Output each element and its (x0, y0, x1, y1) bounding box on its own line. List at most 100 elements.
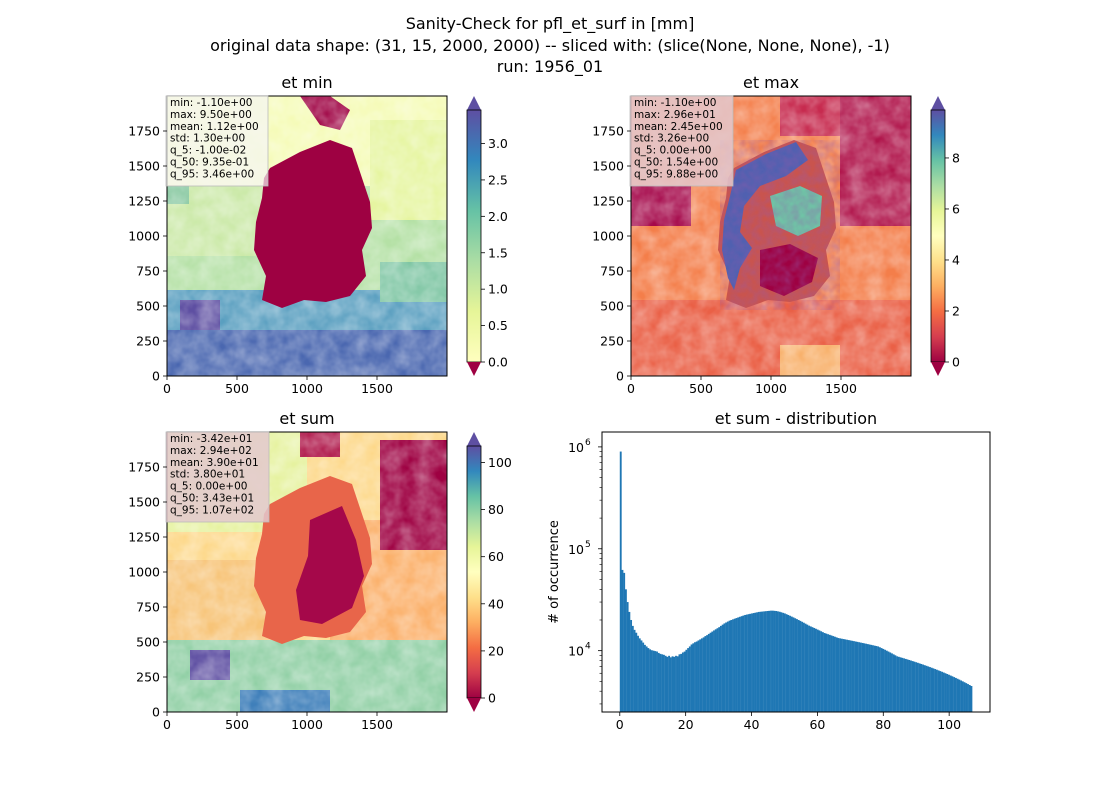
histogram-bar (673, 656, 676, 712)
stats-line: mean: 3.90e+01 (170, 457, 259, 469)
histogram-bar (723, 623, 726, 712)
histogram-bar (894, 655, 897, 712)
histogram-bar (840, 638, 843, 712)
histogram-bar (732, 619, 734, 712)
heatmap-et-max: et max min: -1.10e+00 max: 2.96e+01 mean: … (592, 73, 960, 396)
histogram-bar (967, 684, 969, 712)
histogram-bar (692, 643, 695, 712)
histogram-bar (766, 611, 769, 712)
stats-line: max: 9.50e+00 (170, 109, 252, 121)
y-axis-et-sum: 0 250 500 750 1000 1250 1500 1750 (128, 460, 167, 720)
histogram-bar (624, 589, 627, 712)
histogram-bar (866, 644, 869, 712)
histogram-bar (656, 651, 658, 712)
histogram-bar (951, 676, 954, 712)
histogram-bar (844, 639, 847, 712)
histogram-bar (830, 635, 833, 712)
histogram-bars (619, 451, 973, 712)
histogram-bar (854, 641, 857, 712)
x-tick-label: 0 (163, 381, 171, 396)
histogram-bar (915, 662, 918, 712)
histogram-bar (635, 632, 638, 712)
stats-line: std: 1.30e+00 (170, 133, 245, 145)
histogram-bar (694, 642, 696, 712)
histogram-bar (764, 611, 767, 712)
x-tick-label: 40 (744, 717, 760, 732)
histogram-bar (619, 451, 622, 712)
histogram-bar (747, 614, 750, 712)
x-axis-distribution: 0 20 40 60 80 100 (616, 712, 961, 732)
histogram-bar (643, 644, 646, 712)
histogram-bar (668, 655, 671, 712)
panel-title-et-sum: et sum (279, 409, 334, 428)
colorbar-et-max: 0 2 4 6 8 (930, 96, 960, 376)
heatmap-et-sum: et sum min: -3.42e+01 max: 2.94e+02 mean: … (128, 409, 512, 732)
histogram-bar (946, 674, 949, 712)
stats-line: min: -1.10e+00 (634, 97, 716, 109)
histogram-bar (623, 572, 626, 712)
histogram-bar (662, 654, 665, 712)
histogram-bar (704, 636, 707, 712)
histogram-bar (825, 633, 828, 712)
histogram-bar (821, 632, 824, 712)
histogram-bar (920, 663, 923, 712)
x-tick-label: 1000 (291, 717, 323, 732)
figure-title-line-2: original data shape: (31, 15, 2000, 2000… (210, 36, 890, 55)
histogram-bar (930, 667, 933, 712)
histogram-bar (792, 617, 795, 712)
x-tick-label: 0 (163, 717, 171, 732)
colorbar-tick-label: 2 (952, 303, 960, 318)
histogram-bar (903, 658, 905, 712)
histogram-bar (868, 644, 871, 712)
histogram-bar (631, 625, 634, 712)
histogram-bar (944, 673, 947, 712)
histogram-bar (911, 661, 914, 712)
histogram-bar (842, 639, 845, 712)
histogram-bar (706, 635, 709, 712)
histogram-bar (699, 639, 702, 712)
histogram-bar (763, 611, 766, 712)
histogram-bar (649, 649, 652, 712)
histogram-bar (885, 650, 888, 712)
histogram-bar (695, 641, 698, 712)
colorbar-tick-label: 8 (952, 150, 960, 165)
x-tick-label: 0 (627, 381, 635, 396)
histogram-bar (802, 622, 805, 712)
histogram-bar (697, 640, 700, 712)
y-tick-label: 0 (152, 369, 160, 384)
x-tick-label: 0 (616, 717, 624, 732)
histogram-bar (880, 648, 883, 712)
stats-line: mean: 1.12e+00 (170, 121, 259, 133)
histogram-bar (937, 670, 940, 712)
histogram-bar (934, 669, 937, 712)
histogram-bar (949, 675, 952, 712)
histogram-bar (709, 632, 712, 712)
histogram-bar (870, 644, 873, 712)
histogram-bar (778, 611, 781, 712)
panel-title-et-max: et max (743, 73, 799, 92)
stats-line: min: -1.10e+00 (170, 97, 252, 109)
axes-frame-distribution (601, 431, 991, 713)
histogram-bar (783, 613, 786, 712)
histogram-bar (913, 661, 916, 712)
y-tick-label: 1750 (128, 124, 160, 139)
histogram-bar (773, 610, 776, 712)
histogram-bar (652, 650, 655, 712)
histogram-bar (738, 616, 741, 712)
stats-line: min: -3.42e+01 (170, 433, 252, 445)
histogram-bar (901, 657, 904, 712)
histogram-bar (853, 641, 855, 712)
histogram-bar (719, 625, 722, 712)
histogram-bar (808, 625, 810, 712)
histogram-bar (801, 621, 804, 712)
histogram-bar (877, 646, 880, 712)
colorbar-tick-label: 6 (952, 201, 960, 216)
histogram-bar (875, 646, 878, 712)
histogram-bar (702, 637, 705, 712)
histogram-bar (647, 648, 650, 712)
histogram-bar (897, 656, 900, 712)
y-tick-label: 1000 (592, 229, 624, 244)
histogram-bar (642, 642, 645, 712)
